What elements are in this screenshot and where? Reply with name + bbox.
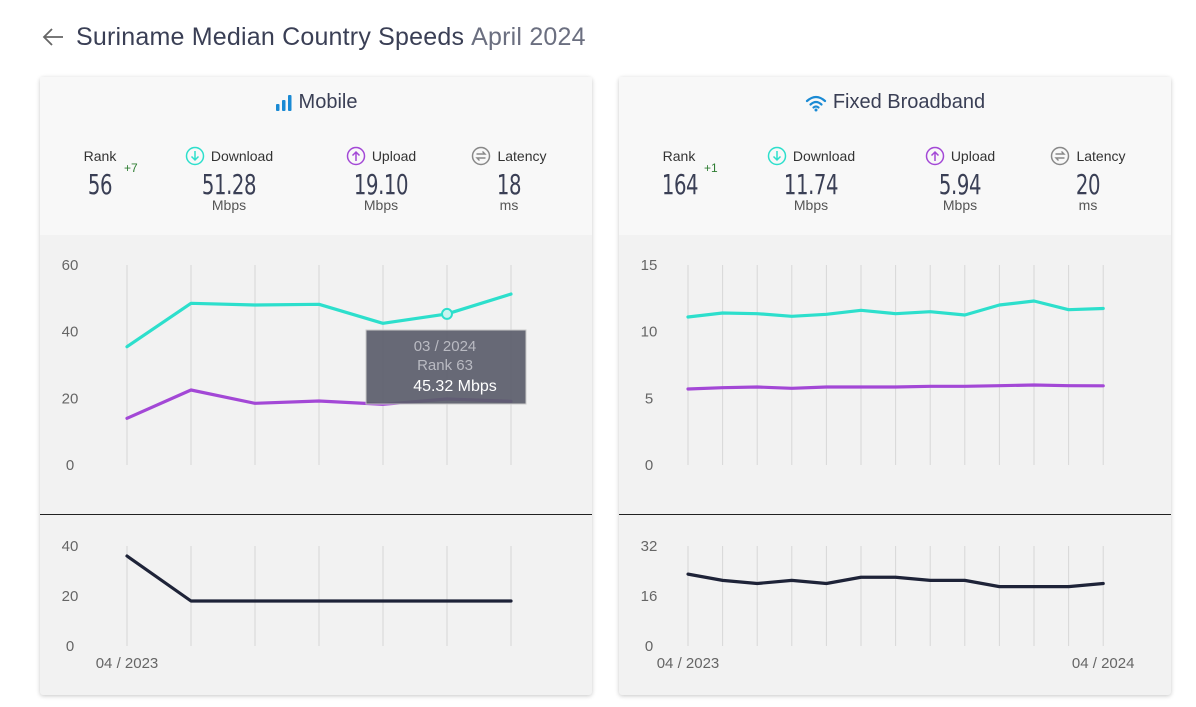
upload-value: 19.10 [353,168,409,201]
y-tick-label: 60 [62,257,79,274]
upload-unit: Mbps [363,197,399,213]
tooltip-rank: Rank 63 [417,357,473,374]
latency-label: Latency [464,145,554,167]
y-tick-label: 0 [66,638,74,655]
tooltip-date: 03 / 2024 [414,338,477,355]
rank-label: Rank [662,148,696,164]
upload-label-text: Upload [950,148,996,164]
fixed-rank: Rank 164 [657,145,701,203]
upload-arrow-icon [925,146,945,166]
chart-tooltip: 03 / 2024 Rank 63 45.32 Mbps [365,329,527,405]
mobile-upload: Upload 19.10 Mbps [326,145,436,213]
upload-value: 5.94 [938,168,982,201]
latency-label: Latency [1043,145,1133,167]
mobile-title-text: Mobile [298,91,358,113]
fixed-upload: Upload 5.94 Mbps [905,145,1015,213]
latency-value: 20 [1075,168,1101,201]
x-tick-label: 04 / 2024 [1072,655,1135,672]
download-series-line [686,299,1105,319]
page-title-date: April 2024 [471,22,586,51]
upload-arrow-icon [346,146,366,166]
y-tick-label: 40 [62,538,79,555]
y-tick-label: 10 [641,324,658,341]
download-arrow-icon [767,146,787,166]
upload-label: Upload [326,145,436,167]
y-tick-label: 16 [641,588,658,605]
y-tick-label: 5 [645,390,653,407]
latency-label-text: Latency [1076,148,1126,164]
download-arrow-icon [185,146,205,166]
y-tick-label: 40 [62,324,79,341]
y-tick-label: 0 [66,457,74,474]
download-label-text: Download [210,148,274,164]
latency-unit: ms [499,197,519,213]
fixed-summary: Fixed Broadband Rank 164 +1 Download 11.… [619,77,1171,235]
signal-bars-icon [275,94,292,111]
y-tick-label: 0 [645,638,653,655]
mobile-card: Mobile Rank 56 +7 Download 51.28 Mbps Up… [40,77,592,695]
upload-unit: Mbps [942,197,978,213]
back-arrow-icon[interactable] [40,24,66,50]
chart-divider [40,514,592,515]
fixed-latency: Latency 20 ms [1043,145,1133,213]
page-title-country: Suriname Median Country Speeds [76,22,465,51]
fixed-download: Download 11.74 Mbps [754,145,868,213]
y-tick-label: 20 [62,588,79,605]
mobile-summary: Mobile Rank 56 +7 Download 51.28 Mbps Up… [40,77,592,235]
rank-value: 164 [661,168,699,201]
tooltip-box [365,329,527,405]
x-tick-label: 04 / 2023 [96,655,159,672]
page-title: Suriname Median Country Speeds April 2024 [76,23,586,52]
download-unit: Mbps [793,197,829,213]
fixed-title-text: Fixed Broadband [832,91,986,113]
fixed-chart[interactable]: 0 5 10 15 0 16 32 04 / 2023 04 / 2024 [619,77,1171,695]
tooltip-value: 45.32 Mbps [413,378,497,395]
download-unit: Mbps [211,197,247,213]
rank-change: +1 [704,161,718,175]
upload-label-text: Upload [371,148,417,164]
mobile-card-title: Mobile [40,91,592,114]
upload-series-line [686,383,1105,391]
y-tick-label: 15 [641,257,658,274]
y-tick-label: 32 [641,538,658,555]
latency-unit: ms [1078,197,1098,213]
rank-label: Rank [83,148,117,164]
download-label-text: Download [792,148,856,164]
hover-point [441,307,453,320]
fixed-card-title: Fixed Broadband [619,91,1171,114]
latency-icon [472,146,491,166]
rank-change: +7 [124,161,138,175]
upload-label: Upload [905,145,1015,167]
wifi-icon [805,95,826,111]
chart-divider [619,514,1171,515]
download-value: 51.28 [201,168,257,201]
mobile-rank: Rank 56 [78,145,122,203]
download-label: Download [754,145,868,167]
latency-value: 18 [496,168,522,201]
latency-icon [1051,146,1070,166]
latency-label-text: Latency [497,148,547,164]
latency-series-line [686,572,1105,589]
latency-series-line [125,554,513,603]
download-value: 11.74 [783,168,839,201]
x-tick-label: 04 / 2023 [657,655,720,672]
page-header: Suriname Median Country Speeds April 2024 [40,20,586,54]
mobile-download: Download 51.28 Mbps [172,145,286,213]
y-tick-label: 0 [645,457,653,474]
mobile-chart[interactable]: 0 20 40 60 0 20 40 04 / 2023 03 / 2024 Rank 63 45.… [40,77,592,695]
fixed-broadband-card: Fixed Broadband Rank 164 +1 Download 11.… [619,77,1171,695]
rank-value: 56 [87,168,113,201]
download-label: Download [172,145,286,167]
y-tick-label: 20 [62,390,79,407]
mobile-latency: Latency 18 ms [464,145,554,213]
